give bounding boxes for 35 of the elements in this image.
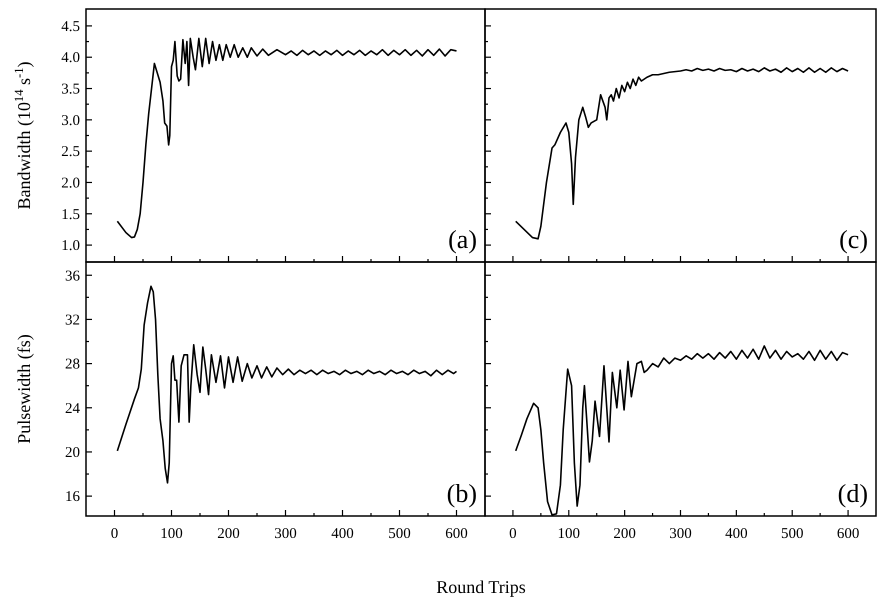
line-series: [116, 285, 458, 484]
y-axis-title: Pulsewidth (fs): [14, 334, 34, 444]
x-tick-label: 500: [780, 526, 804, 542]
y-tick-label: 2.5: [61, 144, 80, 160]
y-tick-label: 3.5: [61, 82, 80, 98]
x-tick-label: 500: [388, 526, 411, 542]
y-tick-label: 28: [65, 356, 80, 373]
annotation: (c): [839, 225, 868, 254]
x-tick-label: 400: [725, 526, 748, 542]
y-tick-label: 4.0: [61, 50, 80, 66]
annotation: (d): [838, 479, 868, 508]
y-tick-label: 20: [65, 444, 80, 461]
x-tick-label: 300: [669, 526, 692, 542]
y-tick-label: 32: [65, 312, 80, 328]
x-tick-label: 200: [613, 526, 636, 542]
x-tick-label: 100: [558, 526, 580, 542]
y-tick-label: 16: [65, 489, 80, 506]
y-tick-label: 24: [65, 400, 80, 417]
y-tick-label: 3.0: [61, 112, 80, 129]
y-tick-label: 4.5: [61, 18, 80, 35]
x-tick-label: 600: [836, 526, 860, 542]
x-tick-label: 0: [110, 526, 118, 542]
x-tick-label: 100: [160, 526, 183, 542]
y-tick-label: 1.5: [61, 206, 80, 223]
x-tick-label: 600: [445, 526, 468, 542]
x-tick-label: 300: [274, 526, 297, 542]
y-tick-label: 36: [65, 268, 80, 284]
annotation: (b): [446, 479, 477, 508]
x-axis-title: Round Trips: [436, 577, 526, 597]
y-tick-label: 2.0: [61, 175, 80, 192]
x-tick-label: 0: [509, 526, 517, 542]
x-tick-label: 200: [217, 526, 240, 542]
x-tick-label: 400: [331, 526, 354, 542]
y-tick-label: 1.0: [61, 238, 80, 254]
annotation: (a): [448, 225, 477, 254]
